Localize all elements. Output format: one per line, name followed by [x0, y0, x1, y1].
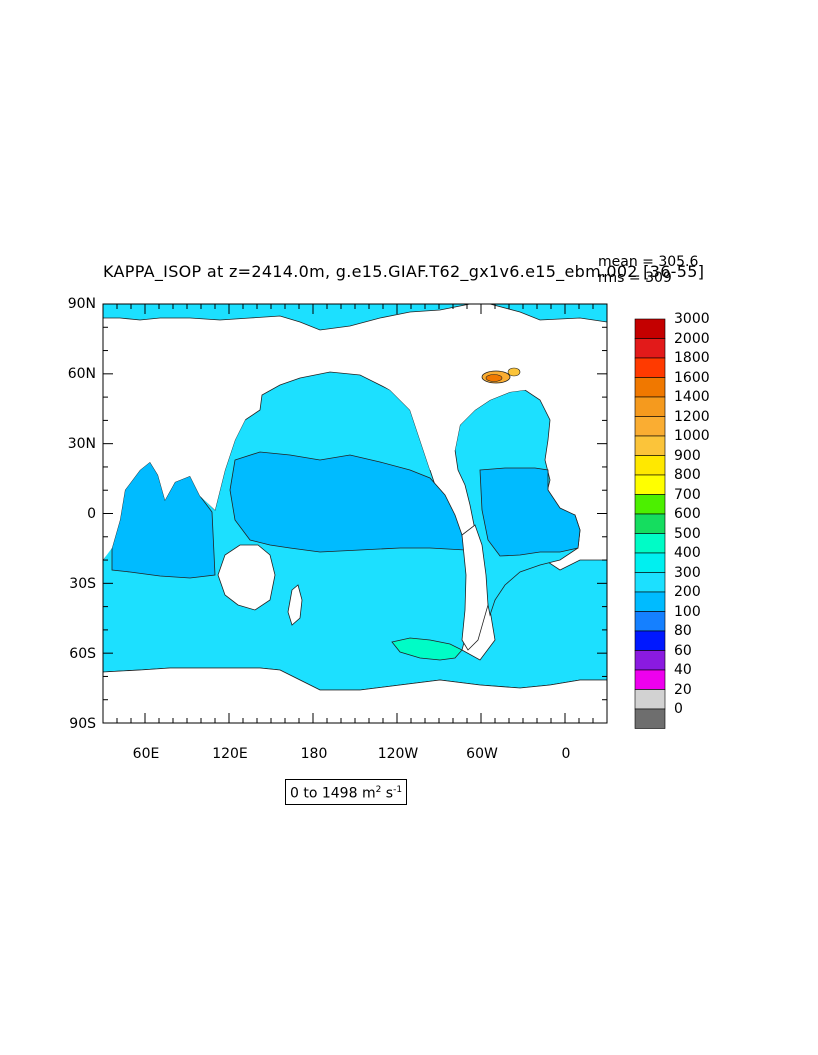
colorbar-swatch	[634, 533, 666, 554]
colorbar-level-label: 1400	[674, 389, 710, 405]
lon-label-60e: 60E	[132, 746, 160, 762]
colorbar-level-label: 20	[674, 681, 692, 698]
new-zealand-land	[287, 584, 303, 626]
colorbar-level-label: 500	[674, 525, 701, 542]
colorbar-swatch	[634, 669, 666, 690]
range-exp1: 2	[375, 785, 382, 795]
colorbar-level-label: 1600	[674, 369, 710, 386]
range-exp2: -1	[393, 785, 403, 795]
colorbar	[634, 318, 666, 729]
lat-label-90n: 90N	[67, 296, 96, 312]
range-prefix: 0 to 1498 m	[290, 785, 376, 802]
lon-label-180: 180	[300, 746, 328, 762]
south-america-land	[461, 524, 489, 651]
lon-label-60w: 60W	[466, 746, 498, 762]
colorbar-level-label: 700	[674, 486, 701, 503]
colorbar-level-label: 400	[674, 545, 701, 561]
colorbar-swatch	[634, 494, 666, 515]
colorbar-level-label: 1200	[674, 408, 710, 425]
colorbar-swatch	[634, 650, 666, 671]
atlantic-equatorial-band	[479, 467, 581, 557]
colorbar-swatch	[634, 318, 666, 339]
colorbar-swatch	[634, 689, 666, 710]
axis-ticks	[102, 303, 608, 724]
asia-land	[103, 330, 262, 560]
colorbar-level-label: 1000	[674, 428, 710, 444]
colorbar-level-label: 80	[674, 623, 692, 639]
lat-label-0: 0	[87, 506, 96, 522]
colorbar-swatch	[634, 396, 666, 417]
colorbar-level-label: 2000	[674, 330, 710, 347]
colorbar-swatch	[634, 513, 666, 534]
lat-label-90s: 90S	[69, 716, 96, 732]
ocean-field	[103, 304, 607, 723]
colorbar-swatch	[634, 572, 666, 593]
colorbar-swatch	[634, 416, 666, 437]
colorbar-swatch	[634, 474, 666, 495]
colorbar-level-label: 900	[674, 447, 701, 464]
range-label: 0 to 1498 m2 s-1	[285, 779, 408, 805]
colorbar-level-label: 0	[674, 701, 683, 717]
colorbar-swatch	[634, 455, 666, 476]
colorbar-swatch	[634, 708, 666, 729]
high-kappa-patch	[391, 637, 463, 661]
colorbar-level-label: 3000	[674, 311, 710, 327]
colorbar-swatch	[634, 552, 666, 573]
lat-label-60n: 60N	[67, 366, 96, 382]
colorbar-swatch	[634, 591, 666, 612]
rms-stat: rms = 309	[598, 270, 672, 286]
colorbar-level-label: 800	[674, 467, 701, 483]
lon-label-120w: 120W	[377, 746, 419, 762]
antarctica-land	[103, 667, 607, 723]
colorbar-swatch	[634, 338, 666, 359]
colorbar-level-label: 300	[674, 564, 701, 581]
colorbar-level-label: 1800	[674, 350, 710, 366]
lat-label-60s: 60S	[69, 646, 96, 662]
colorbar-level-label: 600	[674, 506, 701, 522]
colorbar-level-label: 40	[674, 662, 692, 678]
range-mid: s	[381, 785, 394, 802]
colorbar-swatch	[634, 435, 666, 456]
colorbar-swatch	[634, 611, 666, 632]
plot-title: KAPPA_ISOP at z=2414.0m, g.e15.GIAF.T62_…	[103, 262, 705, 281]
lat-label-30s: 30S	[69, 576, 96, 592]
colorbar-swatch	[634, 357, 666, 378]
labrador-hotspot	[481, 367, 521, 384]
lon-label-120e: 120E	[212, 746, 248, 762]
colorbar-swatch	[634, 630, 666, 651]
colorbar-swatch	[634, 377, 666, 398]
colorbar-level-label: 60	[674, 642, 692, 659]
lat-label-30n: 30N	[67, 436, 96, 452]
australia-land	[217, 544, 276, 611]
colorbar-level-label: 100	[674, 603, 701, 620]
lon-label-0: 0	[561, 746, 571, 762]
mean-stat: mean = 305.6	[598, 254, 699, 270]
colorbar-level-label: 200	[674, 584, 701, 600]
